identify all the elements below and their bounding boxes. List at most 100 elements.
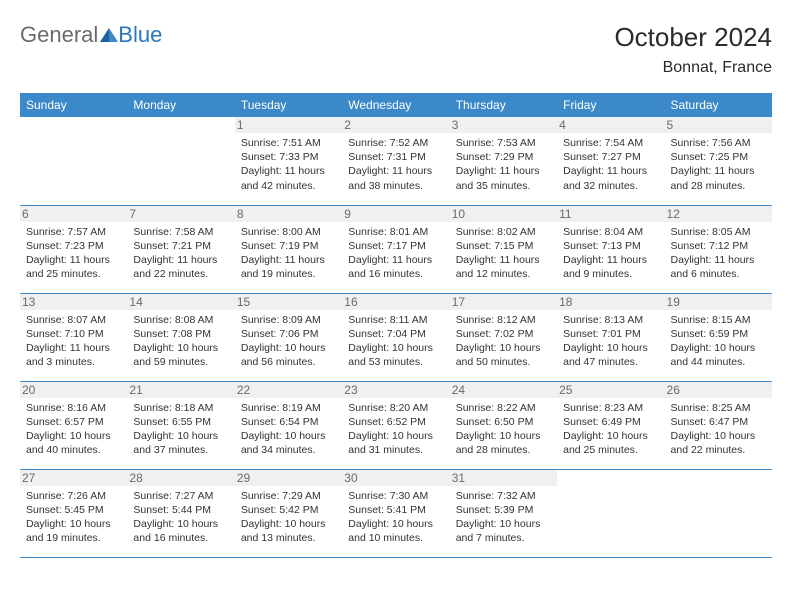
sunrise-text: Sunrise: 7:56 AM bbox=[671, 136, 766, 150]
sunset-text: Sunset: 7:31 PM bbox=[348, 150, 443, 164]
day-cell: 25Sunrise: 8:23 AMSunset: 6:49 PMDayligh… bbox=[557, 381, 664, 469]
day-number: 27 bbox=[20, 470, 127, 486]
day-number: 28 bbox=[127, 470, 234, 486]
sunset-text: Sunset: 6:52 PM bbox=[348, 415, 443, 429]
sunset-text: Sunset: 5:45 PM bbox=[26, 503, 121, 517]
sunrise-text: Sunrise: 7:52 AM bbox=[348, 136, 443, 150]
day-number: 5 bbox=[665, 117, 772, 133]
day-details: Sunrise: 7:29 AMSunset: 5:42 PMDaylight:… bbox=[241, 489, 336, 546]
day-number: 7 bbox=[127, 206, 234, 222]
day-number: 13 bbox=[20, 294, 127, 310]
sunset-text: Sunset: 5:42 PM bbox=[241, 503, 336, 517]
daylight-text: Daylight: 11 hours and 28 minutes. bbox=[671, 164, 766, 192]
sunrise-text: Sunrise: 8:12 AM bbox=[456, 313, 551, 327]
day-details: Sunrise: 8:25 AMSunset: 6:47 PMDaylight:… bbox=[671, 401, 766, 458]
daylight-text: Daylight: 10 hours and 50 minutes. bbox=[456, 341, 551, 369]
sunset-text: Sunset: 7:19 PM bbox=[241, 239, 336, 253]
day-cell: 3Sunrise: 7:53 AMSunset: 7:29 PMDaylight… bbox=[450, 117, 557, 205]
calendar-head: Sunday Monday Tuesday Wednesday Thursday… bbox=[20, 93, 772, 117]
day-number: 18 bbox=[557, 294, 664, 310]
sunrise-text: Sunrise: 8:25 AM bbox=[671, 401, 766, 415]
day-cell: 30 Sunrise: 7:30 AMSunset: 5:41 PMDayligh… bbox=[342, 469, 449, 557]
day-cell: 23 Sunrise: 8:20 AMSunset: 6:52 PMDayligh… bbox=[342, 381, 449, 469]
sunset-text: Sunset: 7:02 PM bbox=[456, 327, 551, 341]
day-details: Sunrise: 8:20 AMSunset: 6:52 PMDaylight:… bbox=[348, 401, 443, 458]
day-cell: 27Sunrise: 7:26 AMSunset: 5:45 PMDayligh… bbox=[20, 469, 127, 557]
day-details: Sunrise: 8:00 AMSunset: 7:19 PMDaylight:… bbox=[241, 225, 336, 282]
day-details: Sunrise: 7:54 AMSunset: 7:27 PMDaylight:… bbox=[563, 136, 658, 193]
sunrise-text: Sunrise: 8:01 AM bbox=[348, 225, 443, 239]
day-details: Sunrise: 7:30 AMSunset: 5:41 PMDaylight:… bbox=[348, 489, 443, 546]
sunrise-text: Sunrise: 7:53 AM bbox=[456, 136, 551, 150]
sunrise-text: Sunrise: 8:09 AM bbox=[241, 313, 336, 327]
day-number: 26 bbox=[665, 382, 772, 398]
daylight-text: Daylight: 10 hours and 59 minutes. bbox=[133, 341, 228, 369]
day-cell: 10Sunrise: 8:02 AMSunset: 7:15 PMDayligh… bbox=[450, 205, 557, 293]
sunset-text: Sunset: 7:04 PM bbox=[348, 327, 443, 341]
sunset-text: Sunset: 5:39 PM bbox=[456, 503, 551, 517]
logo-word-2: Blue bbox=[118, 22, 162, 48]
day-cell: 4Sunrise: 7:54 AMSunset: 7:27 PMDaylight… bbox=[557, 117, 664, 205]
day-cell: 12Sunrise: 8:05 AMSunset: 7:12 PMDayligh… bbox=[665, 205, 772, 293]
daylight-text: Daylight: 10 hours and 47 minutes. bbox=[563, 341, 658, 369]
sunrise-text: Sunrise: 8:04 AM bbox=[563, 225, 658, 239]
day-cell: 22Sunrise: 8:19 AMSunset: 6:54 PMDayligh… bbox=[235, 381, 342, 469]
daylight-text: Daylight: 11 hours and 9 minutes. bbox=[563, 253, 658, 281]
day-details: Sunrise: 8:13 AMSunset: 7:01 PMDaylight:… bbox=[563, 313, 658, 370]
sunrise-text: Sunrise: 8:13 AM bbox=[563, 313, 658, 327]
day-cell: 29Sunrise: 7:29 AMSunset: 5:42 PMDayligh… bbox=[235, 469, 342, 557]
day-cell: 7Sunrise: 7:58 AMSunset: 7:21 PMDaylight… bbox=[127, 205, 234, 293]
day-details: Sunrise: 8:12 AMSunset: 7:02 PMDaylight:… bbox=[456, 313, 551, 370]
sunrise-text: Sunrise: 8:05 AM bbox=[671, 225, 766, 239]
col-friday: Friday bbox=[557, 93, 664, 117]
day-cell: 16 Sunrise: 8:11 AMSunset: 7:04 PMDayligh… bbox=[342, 293, 449, 381]
day-number: 3 bbox=[450, 117, 557, 133]
day-details: Sunrise: 8:04 AMSunset: 7:13 PMDaylight:… bbox=[563, 225, 658, 282]
day-number: 24 bbox=[450, 382, 557, 398]
day-cell: 31Sunrise: 7:32 AMSunset: 5:39 PMDayligh… bbox=[450, 469, 557, 557]
day-number: 6 bbox=[20, 206, 127, 222]
sunset-text: Sunset: 7:08 PM bbox=[133, 327, 228, 341]
day-number: 16 bbox=[342, 294, 449, 310]
daylight-text: Daylight: 10 hours and 56 minutes. bbox=[241, 341, 336, 369]
day-cell: 19Sunrise: 8:15 AMSunset: 6:59 PMDayligh… bbox=[665, 293, 772, 381]
sunrise-text: Sunrise: 7:30 AM bbox=[348, 489, 443, 503]
day-details: Sunrise: 7:32 AMSunset: 5:39 PMDaylight:… bbox=[456, 489, 551, 546]
sunset-text: Sunset: 7:29 PM bbox=[456, 150, 551, 164]
sunset-text: Sunset: 6:59 PM bbox=[671, 327, 766, 341]
day-number: 8 bbox=[235, 206, 342, 222]
week-row: 13Sunrise: 8:07 AMSunset: 7:10 PMDayligh… bbox=[20, 293, 772, 381]
daylight-text: Daylight: 10 hours and 16 minutes. bbox=[133, 517, 228, 545]
daylight-text: Daylight: 10 hours and 40 minutes. bbox=[26, 429, 121, 457]
day-number: 22 bbox=[235, 382, 342, 398]
day-cell: 24Sunrise: 8:22 AMSunset: 6:50 PMDayligh… bbox=[450, 381, 557, 469]
sunset-text: Sunset: 5:44 PM bbox=[133, 503, 228, 517]
day-cell: 11Sunrise: 8:04 AMSunset: 7:13 PMDayligh… bbox=[557, 205, 664, 293]
day-details: Sunrise: 8:05 AMSunset: 7:12 PMDaylight:… bbox=[671, 225, 766, 282]
day-number: 19 bbox=[665, 294, 772, 310]
day-details: Sunrise: 7:52 AMSunset: 7:31 PMDaylight:… bbox=[348, 136, 443, 193]
week-row: 20Sunrise: 8:16 AMSunset: 6:57 PMDayligh… bbox=[20, 381, 772, 469]
daylight-text: Daylight: 10 hours and 25 minutes. bbox=[563, 429, 658, 457]
day-details: Sunrise: 7:27 AMSunset: 5:44 PMDaylight:… bbox=[133, 489, 228, 546]
daylight-text: Daylight: 10 hours and 53 minutes. bbox=[348, 341, 443, 369]
sunrise-text: Sunrise: 8:16 AM bbox=[26, 401, 121, 415]
day-header-row: Sunday Monday Tuesday Wednesday Thursday… bbox=[20, 93, 772, 117]
sunset-text: Sunset: 7:01 PM bbox=[563, 327, 658, 341]
day-number: 15 bbox=[235, 294, 342, 310]
day-cell bbox=[20, 117, 127, 205]
calendar-page: General Blue October 2024 Bonnat, France… bbox=[0, 0, 792, 568]
col-thursday: Thursday bbox=[450, 93, 557, 117]
brand-logo: General Blue bbox=[20, 22, 162, 48]
day-details: Sunrise: 8:23 AMSunset: 6:49 PMDaylight:… bbox=[563, 401, 658, 458]
sunrise-text: Sunrise: 8:11 AM bbox=[348, 313, 443, 327]
sunset-text: Sunset: 7:06 PM bbox=[241, 327, 336, 341]
daylight-text: Daylight: 11 hours and 22 minutes. bbox=[133, 253, 228, 281]
day-number: 10 bbox=[450, 206, 557, 222]
daylight-text: Daylight: 10 hours and 13 minutes. bbox=[241, 517, 336, 545]
day-number: 17 bbox=[450, 294, 557, 310]
col-monday: Monday bbox=[127, 93, 234, 117]
day-number: 23 bbox=[342, 382, 449, 398]
day-number: 30 bbox=[342, 470, 449, 486]
day-number: 20 bbox=[20, 382, 127, 398]
